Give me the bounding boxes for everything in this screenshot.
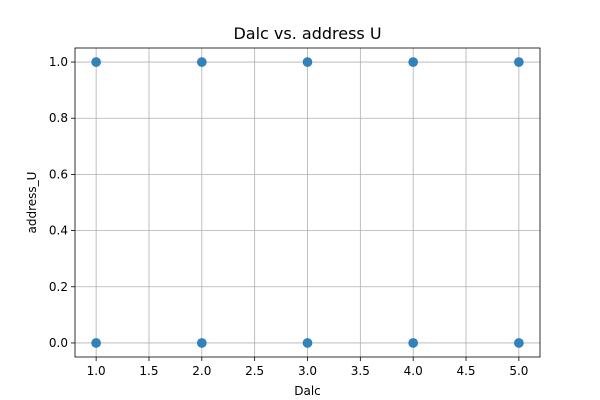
data-point bbox=[302, 338, 313, 348]
x-tick-label: 1.0 bbox=[87, 364, 106, 378]
data-point bbox=[408, 57, 418, 67]
data-points bbox=[91, 57, 524, 348]
data-point bbox=[408, 338, 418, 348]
y-tick-label: 0.2 bbox=[49, 280, 68, 294]
x-tick-label: 3.0 bbox=[298, 364, 317, 378]
data-point bbox=[514, 57, 524, 67]
y-tick-label: 0.6 bbox=[49, 167, 68, 181]
data-point bbox=[197, 338, 207, 348]
x-axis-ticks: 1.0 1.5 2.0 2.5 3.0 3.5 4.0 4.5 5.0 bbox=[87, 357, 528, 378]
y-axis-label: address_U bbox=[25, 172, 39, 234]
y-tick-label: 1.0 bbox=[49, 55, 68, 69]
data-point bbox=[197, 57, 207, 67]
data-point bbox=[302, 57, 313, 67]
x-tick-label: 1.5 bbox=[139, 364, 158, 378]
x-tick-label: 5.0 bbox=[509, 364, 528, 378]
data-point bbox=[91, 338, 101, 348]
x-axis-label: Dalc bbox=[294, 384, 321, 398]
y-tick-label: 0.4 bbox=[49, 224, 68, 238]
y-tick-label: 0.8 bbox=[49, 111, 68, 125]
x-tick-label: 4.0 bbox=[404, 364, 423, 378]
data-point bbox=[514, 338, 524, 348]
y-axis-ticks: 0.0 0.2 0.4 0.6 0.8 1.0 bbox=[49, 55, 75, 350]
chart-title: Dalc vs. address U bbox=[233, 24, 381, 43]
y-tick-label: 0.0 bbox=[49, 336, 68, 350]
data-point bbox=[91, 57, 101, 67]
x-tick-label: 4.5 bbox=[456, 364, 475, 378]
x-tick-label: 2.5 bbox=[245, 364, 264, 378]
x-tick-label: 2.0 bbox=[192, 364, 211, 378]
x-tick-label: 3.5 bbox=[351, 364, 370, 378]
grid bbox=[75, 48, 540, 357]
